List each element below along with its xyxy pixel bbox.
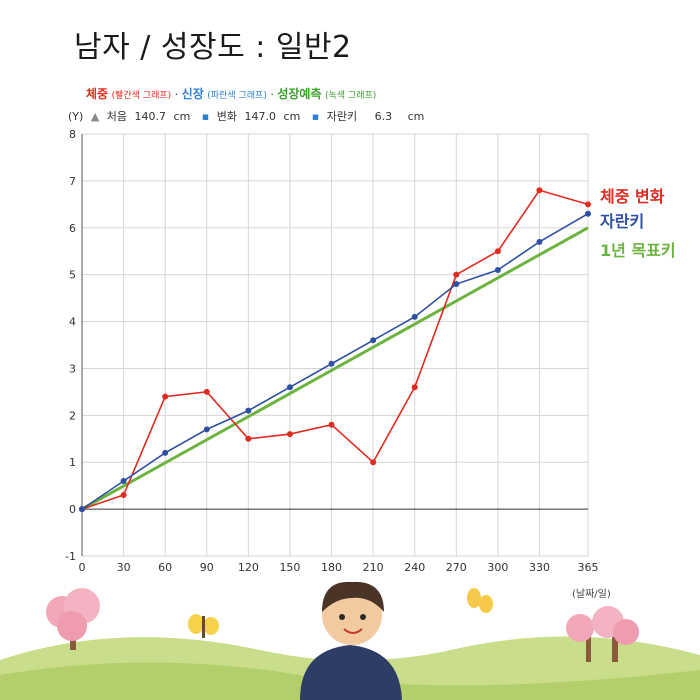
data-point (286, 384, 293, 391)
legend-predict-label: 성장예측 (277, 87, 322, 101)
series-line (81, 213, 589, 510)
y-tick-label: 4 (69, 316, 76, 329)
stats-line: (Y) ▲ 처음 140.7 cm ▪ 변화 147.0 cm ▪ 자란키 6.… (68, 108, 428, 124)
data-point (245, 407, 252, 414)
y-tick-label: 8 (69, 128, 76, 141)
x-tick-label: 365 (578, 561, 599, 574)
x-tick-label: 60 (158, 561, 172, 574)
bullet-icon: ▪ (311, 110, 320, 123)
data-point (494, 248, 501, 255)
x-tick-label: 150 (279, 561, 300, 574)
x-tick-label: 330 (529, 561, 550, 574)
change-unit: cm (283, 110, 301, 123)
data-point (494, 266, 501, 273)
data-point (162, 393, 169, 400)
butterfly-icon (467, 588, 493, 613)
y-tick-label: 3 (69, 362, 76, 375)
data-point (370, 459, 377, 466)
series-line (81, 226, 589, 511)
chart-axes: 0 30 60 90 120 150 180 210 240 270 300 330 365-10123… (65, 128, 598, 574)
bullet-icon: ▪ (201, 110, 210, 123)
x-tick-label: 240 (404, 561, 425, 574)
legend-height-note: (파란색 그래프) (207, 91, 267, 101)
data-point (120, 477, 127, 484)
x-tick-label: 120 (238, 561, 259, 574)
x-tick-label: 180 (321, 561, 342, 574)
start-label: 처음 (106, 110, 128, 123)
grown-height-label: 자란키 (600, 212, 645, 231)
data-point (328, 360, 335, 367)
growth-unit: cm (407, 110, 425, 123)
target-height-label: 1년 목표키 (600, 241, 676, 260)
x-axis-unit-label: (날짜/일) (572, 589, 611, 600)
legend-weight-note: (빨간색 그래프) (111, 91, 172, 101)
legend-predict-note: (녹색 그래프) (325, 91, 377, 101)
growth-value: 6.3 (374, 110, 393, 123)
y-tick-label: 6 (69, 222, 76, 235)
start-unit: cm (173, 110, 191, 123)
data-point (328, 421, 335, 428)
cherry-tree-icon (46, 588, 100, 650)
y-tick-label: 0 (69, 503, 76, 516)
up-arrow-icon: ▲ (90, 110, 100, 123)
x-tick-label: 0 (79, 561, 86, 574)
x-tick-label: 90 (200, 561, 214, 574)
data-point (536, 187, 543, 194)
growth-label: 자란키 (326, 110, 358, 123)
data-point (411, 384, 418, 391)
data-point (453, 271, 460, 278)
weight-change-label: 체중 변화 (600, 187, 665, 206)
x-tick-label: 30 (117, 561, 131, 574)
page-title: 남자 / 성장도 : 일반2 (74, 30, 352, 65)
data-point (286, 431, 293, 438)
scenery (0, 581, 700, 700)
x-tick-label: 210 (363, 561, 384, 574)
data-point (585, 201, 591, 208)
data-point (79, 506, 85, 513)
x-tick-label: 300 (487, 561, 508, 574)
series-line (81, 189, 589, 510)
y-tick-label: 2 (69, 409, 76, 422)
y-axis-marker: (Y) (68, 110, 84, 123)
start-value: 140.7 (134, 110, 167, 123)
data-point (245, 435, 252, 442)
y-tick-label: 1 (69, 456, 76, 469)
y-tick-label: 5 (69, 269, 76, 282)
chart-series (79, 187, 591, 513)
data-point (203, 426, 210, 433)
legend-line: 체중 (빨간색 그래프) · 신장 (파란색 그래프) · 성장예측 (녹색 그… (86, 85, 376, 102)
change-value: 147.0 (244, 110, 277, 123)
x-tick-label: 270 (446, 561, 467, 574)
y-tick-label: 7 (69, 175, 76, 188)
data-point (411, 313, 418, 320)
data-point (162, 449, 169, 456)
data-point (370, 337, 377, 344)
legend-separator: · (174, 88, 179, 101)
y-tick-label: -1 (65, 550, 76, 563)
chart-grid (81, 133, 589, 557)
data-point (536, 238, 543, 245)
data-point (203, 388, 210, 395)
data-point (453, 281, 460, 288)
boy-character-icon (300, 581, 402, 700)
data-point (120, 492, 127, 499)
cherry-tree-icon (566, 606, 639, 662)
change-label: 변화 (216, 110, 238, 123)
butterfly-icon (188, 614, 219, 638)
legend-separator: · (270, 88, 274, 101)
data-point (585, 210, 591, 217)
legend-weight-label: 체중 (86, 87, 109, 101)
legend-height-label: 신장 (181, 87, 204, 101)
